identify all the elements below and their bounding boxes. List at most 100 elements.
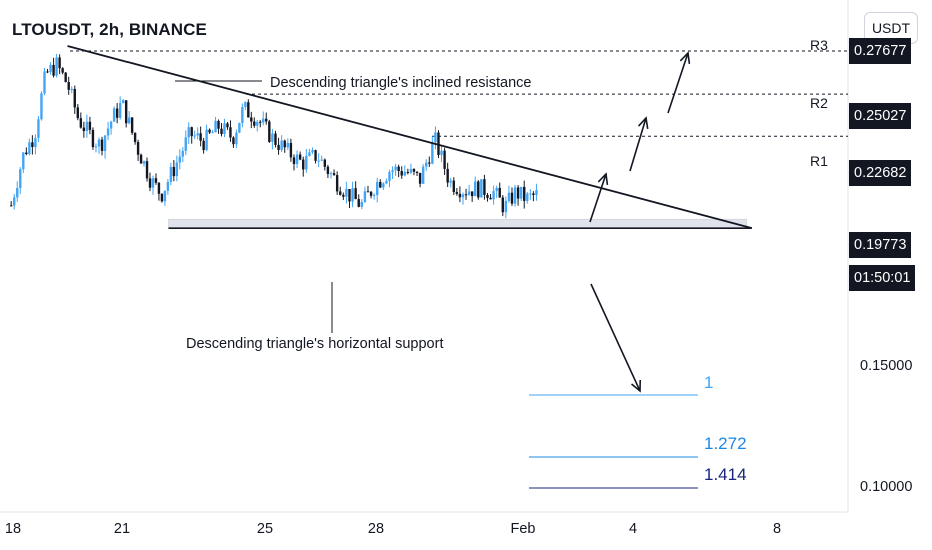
candle-body bbox=[474, 181, 477, 197]
support-annotation: Descending triangle's horizontal support bbox=[186, 336, 444, 352]
x-tick: Feb bbox=[510, 521, 536, 537]
candle-body bbox=[85, 121, 89, 132]
candle-body bbox=[247, 102, 250, 118]
candle-body bbox=[196, 133, 199, 136]
x-tick: 21 bbox=[113, 521, 131, 537]
candle-body bbox=[19, 169, 22, 188]
candle-body bbox=[516, 187, 520, 199]
candle-body bbox=[412, 169, 416, 172]
candle-body bbox=[470, 191, 474, 197]
candle-body bbox=[498, 187, 501, 198]
candle-body bbox=[112, 108, 116, 122]
candle-body bbox=[421, 166, 425, 184]
candle-body bbox=[187, 127, 190, 138]
price-label-r3: 0.27677 bbox=[849, 38, 912, 64]
candle-body bbox=[52, 64, 55, 76]
candle-body bbox=[510, 192, 514, 204]
candle-body bbox=[452, 180, 455, 193]
support-band bbox=[168, 218, 748, 229]
candle-body bbox=[428, 162, 431, 164]
candle-body bbox=[379, 181, 382, 188]
candle-body bbox=[58, 57, 61, 69]
current-price-label: 0.19773 bbox=[849, 232, 912, 258]
candle-body bbox=[208, 129, 211, 133]
candle-body bbox=[106, 128, 110, 136]
candle-body bbox=[434, 132, 437, 143]
candle-body bbox=[157, 182, 161, 194]
candle-body bbox=[202, 140, 205, 151]
candle-body bbox=[446, 168, 449, 183]
chart-title: LTOUSDT, 2h, BINANCE bbox=[12, 20, 207, 39]
candle-body bbox=[298, 154, 302, 160]
candle-body bbox=[91, 129, 95, 148]
candle-body bbox=[136, 141, 140, 155]
candle-body bbox=[139, 154, 143, 164]
candle-body bbox=[308, 152, 311, 156]
candle-body bbox=[289, 142, 293, 158]
candle-body bbox=[406, 171, 410, 173]
candle-body bbox=[88, 121, 92, 130]
level-label-r2: R2 bbox=[810, 95, 828, 111]
candle-body bbox=[25, 152, 28, 155]
arrow-to-r3-head bbox=[679, 51, 691, 65]
candle-body bbox=[526, 193, 529, 201]
price-label-r2: 0.25027 bbox=[849, 103, 912, 129]
candle-body bbox=[184, 137, 187, 151]
x-tick: 25 bbox=[256, 521, 274, 537]
candle-body bbox=[403, 171, 406, 176]
candle-body bbox=[193, 135, 196, 137]
candle-body bbox=[253, 121, 256, 126]
candle-body bbox=[440, 150, 443, 156]
candle-body bbox=[235, 132, 238, 145]
candle-body bbox=[100, 139, 104, 151]
candle-body bbox=[28, 142, 31, 155]
candle-body bbox=[335, 175, 339, 192]
candle-body bbox=[461, 194, 465, 198]
candle-body bbox=[37, 119, 40, 138]
candle-body bbox=[49, 64, 52, 72]
candle-body bbox=[483, 179, 486, 195]
candle-body bbox=[431, 142, 434, 164]
candle-body bbox=[163, 190, 167, 202]
candle-body bbox=[464, 194, 468, 196]
candle-body bbox=[366, 191, 370, 193]
candle-body bbox=[76, 107, 79, 119]
candle-body bbox=[342, 194, 345, 197]
candle-body bbox=[480, 179, 483, 198]
candle-body bbox=[535, 190, 538, 195]
arrow-breakdown bbox=[590, 283, 641, 392]
arrow-to-r1-head bbox=[597, 172, 609, 186]
candle-body bbox=[311, 150, 314, 153]
candle-body bbox=[513, 187, 517, 204]
level-label-r3: R3 bbox=[810, 37, 828, 53]
candle-body bbox=[169, 166, 173, 182]
candle-body bbox=[199, 133, 202, 141]
candle-body bbox=[160, 193, 164, 202]
candle-body bbox=[256, 121, 259, 126]
candle-body bbox=[214, 120, 217, 133]
candle-body bbox=[532, 193, 535, 195]
candle-body bbox=[67, 82, 70, 90]
candle-body bbox=[61, 68, 64, 73]
candle-body bbox=[178, 156, 181, 163]
candle-body bbox=[34, 137, 37, 147]
candle-body bbox=[220, 128, 223, 135]
candle-body bbox=[400, 171, 403, 176]
arrow-to-r1 bbox=[589, 173, 607, 223]
candle-body bbox=[79, 118, 83, 128]
resistance-annotation: Descending triangle's inclined resistanc… bbox=[270, 75, 532, 91]
candle-body bbox=[437, 132, 440, 156]
candle-body bbox=[363, 191, 367, 202]
candle-body bbox=[43, 71, 46, 94]
candle-body bbox=[73, 88, 76, 108]
candle-body bbox=[97, 139, 101, 147]
x-tick: 28 bbox=[367, 521, 385, 537]
candle-body bbox=[388, 172, 391, 181]
candle-body bbox=[229, 127, 232, 138]
candle-body bbox=[357, 199, 360, 207]
candle-body bbox=[489, 197, 492, 200]
candle-body bbox=[154, 178, 158, 183]
candle-body bbox=[148, 178, 152, 188]
